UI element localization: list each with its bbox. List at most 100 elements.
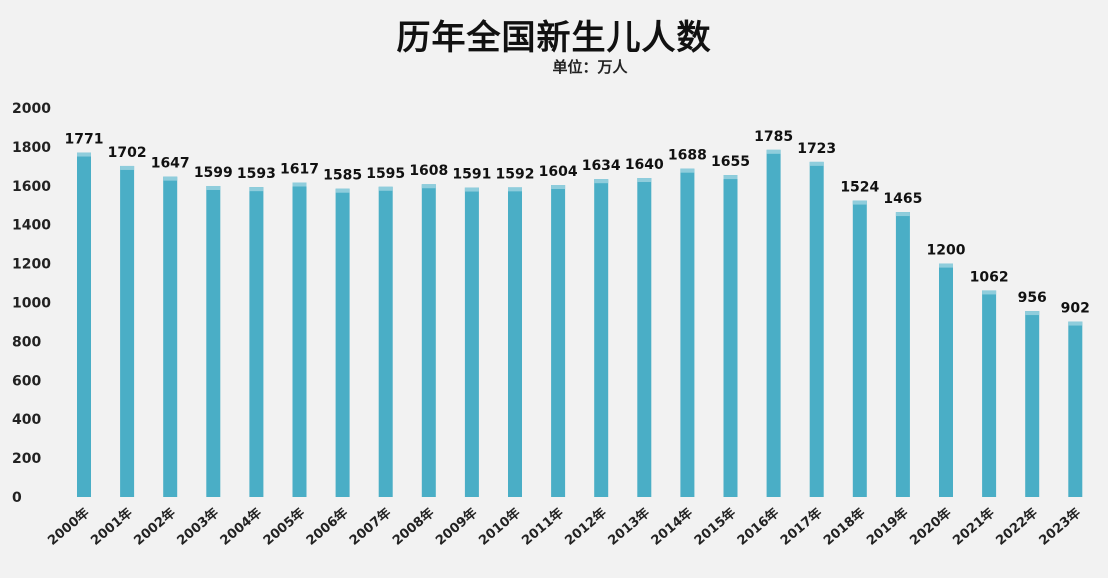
- y-tick-label: 200: [12, 451, 41, 467]
- bar-top-highlight: [939, 263, 953, 268]
- bar: [77, 152, 91, 497]
- data-label: 902: [1061, 301, 1090, 317]
- x-tick-label: 2011年: [519, 505, 567, 549]
- bar-top-highlight: [895, 212, 910, 217]
- bar-top-highlight: [77, 152, 91, 157]
- bar: [163, 176, 178, 497]
- x-tick-label: 2001年: [88, 505, 136, 549]
- y-tick-label: 1800: [12, 140, 51, 156]
- bar-top-highlight: [421, 184, 436, 189]
- bar: [723, 175, 738, 498]
- bar-top-highlight: [766, 149, 781, 154]
- x-tick-label: 2000年: [45, 505, 93, 549]
- x-tick-label: 2010年: [476, 505, 524, 549]
- bar: [1025, 311, 1040, 497]
- y-tick-label: 1000: [12, 296, 51, 312]
- bar: [378, 186, 393, 497]
- bar-top-highlight: [1025, 311, 1040, 316]
- x-tick-label: 2012年: [562, 505, 610, 549]
- data-label: 1593: [237, 166, 276, 182]
- data-label: 1785: [754, 129, 793, 145]
- data-label: 1640: [625, 157, 664, 173]
- bar: [680, 168, 695, 497]
- data-label: 1465: [883, 191, 922, 207]
- bar: [1068, 321, 1083, 497]
- bar-top-highlight: [508, 187, 522, 192]
- bar-top-highlight: [335, 188, 350, 193]
- y-tick-label: 400: [12, 412, 41, 428]
- bar: [766, 149, 781, 497]
- bar: [292, 182, 307, 497]
- bar-top-highlight: [982, 290, 997, 295]
- data-label: 1604: [539, 164, 578, 180]
- bar-top-highlight: [852, 200, 867, 205]
- data-label: 1585: [323, 168, 362, 184]
- data-label: 1617: [280, 161, 319, 177]
- bar: [249, 187, 264, 497]
- bar: [809, 161, 824, 497]
- y-tick-label: 1400: [12, 218, 51, 234]
- y-tick-label: 1600: [12, 179, 51, 195]
- bar-top-highlight: [594, 179, 609, 184]
- bar-top-highlight: [378, 186, 393, 191]
- bar-top-highlight: [637, 178, 652, 183]
- y-tick-label: 0: [12, 490, 22, 506]
- x-tick-label: 2019年: [864, 505, 912, 549]
- x-tick-label: 2002年: [131, 505, 179, 549]
- bar-top-highlight: [464, 187, 479, 192]
- x-tick-label: 2014年: [648, 505, 696, 549]
- bar: [982, 290, 997, 497]
- bar: [594, 179, 609, 497]
- bar-top-highlight: [206, 185, 221, 190]
- bar-top-highlight: [1068, 321, 1083, 326]
- x-tick-label: 2005年: [260, 505, 308, 549]
- x-tick-label: 2015年: [691, 505, 739, 549]
- y-tick-label: 800: [12, 334, 41, 350]
- x-tick-label: 2023年: [1036, 505, 1084, 549]
- bar: [895, 212, 910, 497]
- data-label: 1592: [496, 166, 535, 182]
- bar-top-highlight: [809, 161, 824, 166]
- bar: [508, 187, 522, 497]
- x-tick-label: 2009年: [433, 505, 481, 549]
- bar: [464, 187, 479, 497]
- bar-top-highlight: [551, 185, 566, 190]
- y-tick-label: 2000: [12, 101, 51, 117]
- chart-title: 历年全国新生儿人数: [396, 18, 712, 58]
- x-tick-label: 2017年: [777, 505, 825, 549]
- data-label: 1647: [151, 156, 190, 172]
- data-label: 1655: [711, 154, 750, 170]
- bar: [206, 185, 221, 497]
- x-tick-label: 2008年: [389, 505, 437, 549]
- bar: [335, 188, 350, 497]
- bar-top-highlight: [680, 168, 695, 173]
- x-tick-label: 2022年: [993, 505, 1041, 549]
- data-label: 1200: [927, 243, 966, 259]
- data-label: 1595: [366, 166, 405, 182]
- data-label: 1062: [970, 269, 1009, 285]
- y-tick-label: 1200: [12, 257, 51, 273]
- x-tick-label: 2004年: [217, 505, 265, 549]
- data-label: 1591: [452, 167, 491, 183]
- y-tick-label: 600: [12, 373, 41, 389]
- bar: [551, 185, 566, 497]
- bar-top-highlight: [163, 176, 178, 181]
- x-tick-label: 2003年: [174, 505, 222, 549]
- bar: [637, 178, 652, 497]
- bar-top-highlight: [292, 182, 307, 187]
- data-label: 1634: [582, 158, 621, 174]
- x-tick-label: 2020年: [907, 505, 955, 549]
- x-tick-label: 2013年: [605, 505, 653, 549]
- bar: [852, 200, 867, 497]
- bar: [421, 184, 436, 497]
- data-label: 956: [1018, 290, 1047, 306]
- x-tick-label: 2021年: [950, 505, 998, 549]
- x-tick-label: 2016年: [734, 505, 782, 549]
- data-label: 1723: [797, 141, 836, 157]
- bar: [120, 165, 135, 497]
- data-label: 1771: [65, 132, 104, 148]
- data-label: 1702: [108, 145, 147, 161]
- x-tick-label: 2006年: [303, 505, 351, 549]
- data-label: 1599: [194, 165, 233, 181]
- data-label: 1688: [668, 148, 707, 164]
